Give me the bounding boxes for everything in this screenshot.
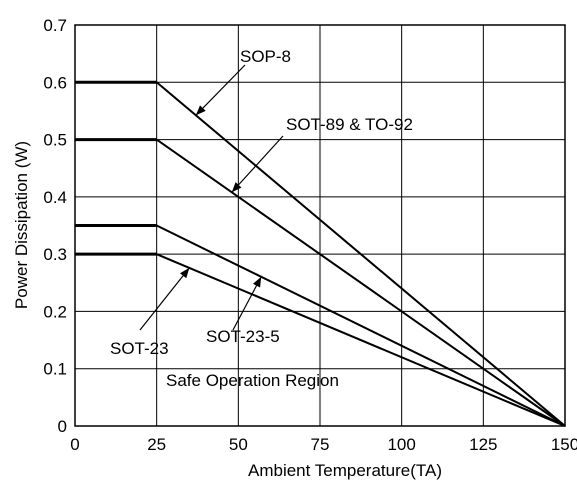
annotation-arrows [139, 64, 284, 331]
tick-labels: 0 25 50 75 100 125 150 0 0.1 0.2 0.3 0.4 0.5 0.6 0.7 [43, 16, 577, 454]
y-tick-label: 0.5 [43, 131, 67, 150]
arrow-sot-23-shaft [139, 267, 190, 331]
arrow-sop-8-shaft [195, 64, 246, 116]
x-tick-label: 75 [311, 435, 330, 454]
x-tick-label: 100 [387, 435, 415, 454]
y-tick-label: 0.3 [43, 245, 67, 264]
x-tick-label: 25 [147, 435, 166, 454]
y-tick-label: 0.6 [43, 73, 67, 92]
arrow-sot-23-5-shaft [232, 276, 262, 331]
x-tick-label: 150 [551, 435, 577, 454]
arrow-sot-89-to-92-shaft [231, 135, 284, 193]
y-tick-label: 0.4 [43, 188, 67, 207]
y-tick-label: 0 [58, 417, 67, 436]
series-lines [75, 80, 566, 427]
y-tick-label: 0.7 [43, 16, 67, 35]
arrow-sot-23-head [179, 267, 190, 279]
safe-operation-region-label: Safe Operation Region [166, 371, 339, 390]
x-axis-title: Ambient Temperature(TA) [248, 461, 442, 480]
annotation-sot-89-to-92: SOT-89 & TO-92 [286, 115, 413, 134]
x-tick-label: 50 [229, 435, 248, 454]
x-tick-label: 0 [70, 435, 79, 454]
arrow-sop-8-head [195, 105, 206, 116]
y-axis-title: Power Dissipation (W) [12, 141, 31, 309]
arrow-sot-23-5-head [252, 276, 262, 288]
x-tick-label: 125 [469, 435, 497, 454]
series-sot-23-5-derating [156, 224, 566, 427]
annotation-sot-23-5: SOT-23-5 [206, 327, 280, 346]
series-sot-23-derating [156, 253, 566, 427]
series-sop-8-derating [156, 81, 566, 427]
y-tick-label: 0.1 [43, 360, 67, 379]
series-sot-89-to-92-derating [156, 138, 566, 427]
y-tick-label: 0.2 [43, 302, 67, 321]
annotation-sot-23: SOT-23 [110, 339, 169, 358]
arrow-sot-89-to-92-head [231, 182, 242, 193]
annotation-sop-8: SOP-8 [240, 47, 291, 66]
